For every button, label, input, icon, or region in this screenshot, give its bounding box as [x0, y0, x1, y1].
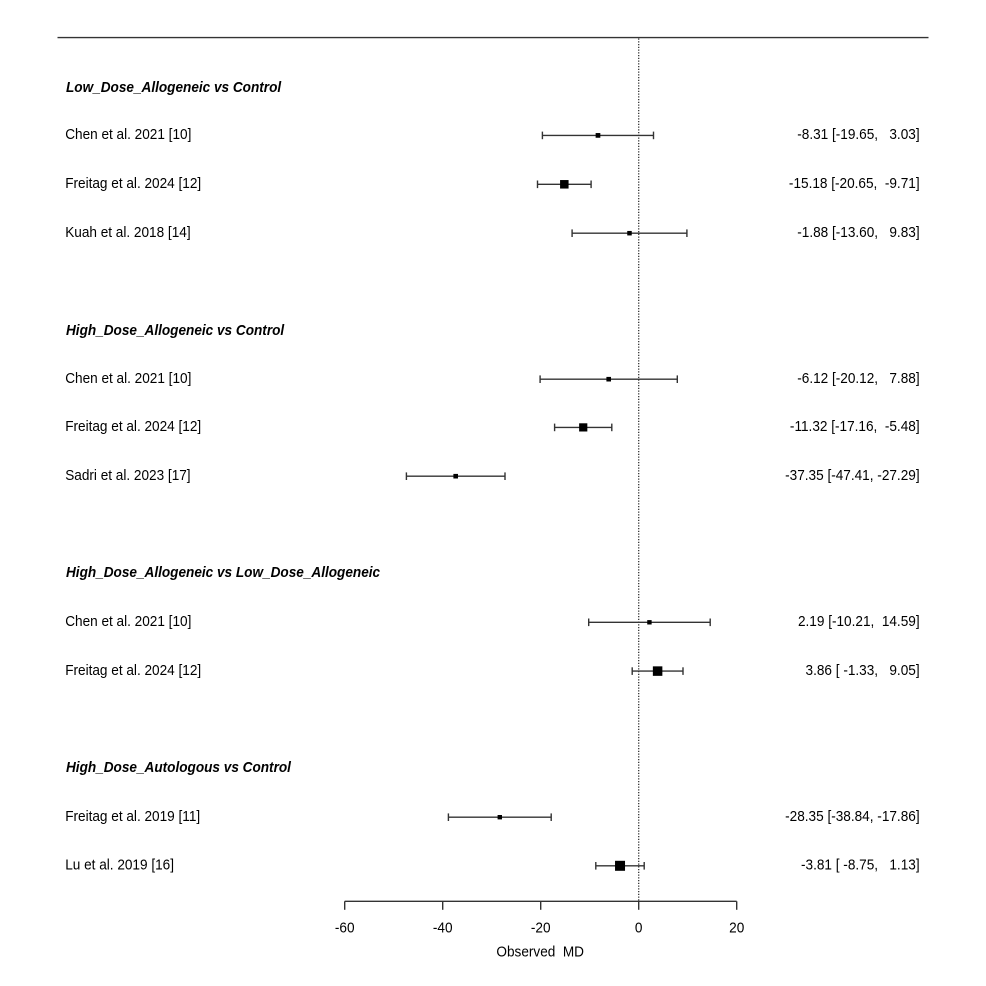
- svg-text:-28.35 [-38.84, -17.86]: -28.35 [-38.84, -17.86]: [785, 808, 919, 825]
- svg-text:0: 0: [635, 919, 643, 936]
- svg-text:-1.88 [-13.60, 9.83]: -1.88 [-13.60, 9.83]: [793, 224, 919, 241]
- svg-text:3.86 [ -1.33, 9.05]: 3.86 [ -1.33, 9.05]: [798, 661, 920, 678]
- svg-text:2.19 [-10.21, 14.59]: 2.19 [-10.21, 14.59]: [790, 613, 919, 630]
- svg-text:-37.35 [-47.41, -27.29]: -37.35 [-47.41, -27.29]: [785, 467, 919, 484]
- svg-text:Chen et al. 2021 [10]: Chen et al. 2021 [10]: [65, 370, 191, 387]
- svg-text:-6.12 [-20.12, 7.88]: -6.12 [-20.12, 7.88]: [793, 370, 919, 387]
- svg-text:-8.31 [-19.65, 3.03]: -8.31 [-19.65, 3.03]: [793, 126, 919, 143]
- svg-text:Chen et al. 2021 [10]: Chen et al. 2021 [10]: [65, 613, 191, 630]
- svg-text:High_Dose_Autologous vs Contro: High_Dose_Autologous vs Control: [66, 759, 292, 776]
- svg-text:Observed MD: Observed MD: [496, 943, 584, 960]
- svg-text:Chen et al. 2021 [10]: Chen et al. 2021 [10]: [65, 126, 191, 143]
- svg-text:Freitag et al. 2024 [12]: Freitag et al. 2024 [12]: [65, 418, 201, 435]
- svg-text:Low_Dose_Allogeneic vs Control: Low_Dose_Allogeneic vs Control: [66, 79, 282, 96]
- svg-text:20: 20: [729, 919, 744, 936]
- svg-text:-11.32 [-17.16, -5.48]: -11.32 [-17.16, -5.48]: [790, 418, 920, 435]
- svg-text:-3.81 [ -8.75, 1.13]: -3.81 [ -8.75, 1.13]: [797, 856, 919, 873]
- svg-text:Freitag et al. 2024 [12]: Freitag et al. 2024 [12]: [65, 175, 201, 192]
- svg-text:-40: -40: [433, 919, 453, 936]
- svg-text:-20: -20: [531, 919, 551, 936]
- svg-text:-15.18 [-20.65, -9.71]: -15.18 [-20.65, -9.71]: [789, 175, 920, 192]
- svg-text:Kuah et al. 2018 [14]: Kuah et al. 2018 [14]: [65, 224, 190, 241]
- svg-text:High_Dose_Allogeneic vs Contro: High_Dose_Allogeneic vs Control: [66, 321, 285, 338]
- svg-text:Sadri et al. 2023 [17]: Sadri et al. 2023 [17]: [65, 467, 190, 484]
- svg-text:High_Dose_Allogeneic vs Low_Do: High_Dose_Allogeneic vs Low_Dose_Allogen…: [66, 564, 380, 581]
- svg-text:Freitag et al. 2019 [11]: Freitag et al. 2019 [11]: [65, 808, 200, 825]
- svg-text:Freitag et al. 2024 [12]: Freitag et al. 2024 [12]: [65, 661, 201, 678]
- svg-text:Lu et al. 2019 [16]: Lu et al. 2019 [16]: [65, 856, 174, 873]
- svg-text:-60: -60: [335, 919, 355, 936]
